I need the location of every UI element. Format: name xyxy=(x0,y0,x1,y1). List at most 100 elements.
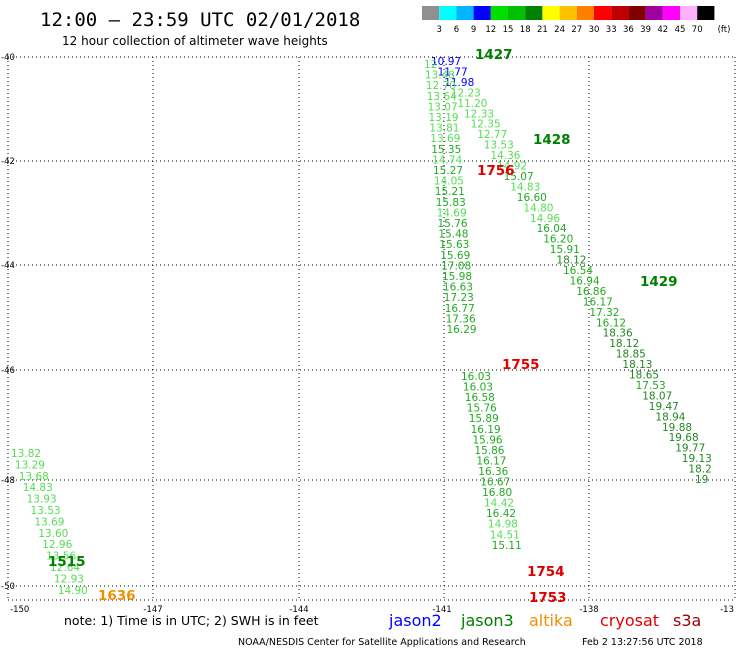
color-scale: 3 6 9 12 15 18 21 24 27 30 33 36 39 42 45 70 (ft) xyxy=(422,6,730,35)
latitude-label: -48 xyxy=(1,476,15,486)
wave-height-value: 14.92 xyxy=(497,161,527,173)
wave-height-value: 18.36 xyxy=(603,328,633,340)
wave-height-value: 15.86 xyxy=(474,445,504,457)
wave-height-value: 13.93 xyxy=(27,494,57,506)
wave-height-value: 16.54 xyxy=(563,265,593,277)
wave-height-value: 13.48 xyxy=(425,70,455,82)
wave-height-value: 15.35 xyxy=(431,144,461,156)
wave-height-value: 16.20 xyxy=(543,234,573,246)
axis-labels: -40 -42 -44 -46 -48 -50 -150 -147 -144 -141 -138 -1… xyxy=(1,53,734,615)
scale-tick-label: 12 xyxy=(485,25,496,35)
latitude-label: -40 xyxy=(1,53,15,63)
wave-height-value: 18.13 xyxy=(622,359,652,371)
scale-swatch xyxy=(559,6,577,20)
wave-height-value: 10.97 xyxy=(431,56,461,68)
wave-height-value: 19.68 xyxy=(669,432,699,444)
wave-height-value: 16.86 xyxy=(576,286,606,298)
scale-tick-label: 27 xyxy=(571,25,582,35)
scale-tick-label: 9 xyxy=(471,25,476,35)
wave-height-value: 12. xyxy=(424,59,441,71)
scale-tick-label: 70 xyxy=(692,25,703,35)
legend-jason3: jason3 xyxy=(460,611,514,630)
scale-swatch xyxy=(542,6,560,20)
wave-height-value: 17.36 xyxy=(446,313,476,325)
longitude-label: -147 xyxy=(143,605,162,615)
wave-height-value: 13.56 xyxy=(46,551,76,563)
wave-height-value: 12.70 xyxy=(426,80,456,92)
scale-swatch xyxy=(456,6,474,20)
legend-cryosat: cryosat xyxy=(600,611,659,630)
scale-tick-label: 45 xyxy=(675,25,686,35)
scale-swatch xyxy=(439,6,457,20)
wave-height-value: 13.68 xyxy=(19,471,49,483)
latitude-label: -46 xyxy=(1,366,15,376)
scale-swatch xyxy=(662,6,680,20)
longitude-label: -138 xyxy=(579,605,598,615)
pass-time-label: 1429 xyxy=(640,274,678,290)
scale-swatch xyxy=(490,6,508,20)
wave-height-value: 16.36 xyxy=(478,466,508,478)
wave-height-value: 18.07 xyxy=(642,390,672,402)
wave-height-value: 14.42 xyxy=(484,498,514,510)
scale-swatch xyxy=(576,6,594,20)
pass-time-label: 1427 xyxy=(475,47,513,63)
wave-height-value: 15.96 xyxy=(473,434,503,446)
wave-height-value: 14.05 xyxy=(434,176,464,188)
wave-height-value: 13.53 xyxy=(31,505,61,517)
wave-height-value: 15.76 xyxy=(467,403,497,415)
credit-line: NOAA/NESDIS Center for Satellite Applica… xyxy=(238,637,526,648)
wave-height-value: 17.23 xyxy=(444,292,474,304)
wave-height-value: 18.2 xyxy=(688,464,711,476)
legend-jason2: jason2 xyxy=(388,611,442,630)
wave-height-observations: 10.9711.7711.9812.2311.2012.3312.3512.77… xyxy=(11,56,712,597)
wave-height-value: 14.74 xyxy=(432,154,462,166)
pass-time-label: 1753 xyxy=(529,590,567,606)
wave-height-value: 12.35 xyxy=(471,119,501,131)
wave-height-value: 16.17 xyxy=(583,296,613,308)
wave-height-value: 11.77 xyxy=(438,67,468,79)
wave-height-value: 15.48 xyxy=(438,229,468,241)
scale-unit-label: (ft) xyxy=(718,25,731,35)
wave-height-value: 11.98 xyxy=(444,77,474,89)
wave-height-value: 14.51 xyxy=(490,529,520,541)
wave-height-value: 13.69 xyxy=(430,133,460,145)
wave-height-value: 16.03 xyxy=(463,382,493,394)
pass-time-label: 1428 xyxy=(533,132,571,148)
scale-swatch xyxy=(628,6,646,20)
wave-height-value: 16.94 xyxy=(570,275,600,287)
scale-tick-label: 33 xyxy=(606,25,617,35)
scale-swatch xyxy=(422,6,440,20)
wave-height-value: 12.23 xyxy=(451,87,481,99)
wave-height-value: 15.83 xyxy=(436,197,466,209)
scale-tick-label: 42 xyxy=(657,25,668,35)
wave-height-value: 17.32 xyxy=(589,307,619,319)
scale-swatch xyxy=(525,6,543,20)
map-title: 12:00 – 23:59 UTC 02/01/2018 xyxy=(40,9,360,31)
wave-height-value: 18.94 xyxy=(655,411,685,423)
wave-height-value: 15.21 xyxy=(435,186,465,198)
scale-tick-label: 36 xyxy=(623,25,634,35)
wave-height-value: 12.33 xyxy=(464,108,494,120)
pass-time-label: 1756 xyxy=(477,163,515,179)
wave-height-value: 15.76 xyxy=(438,218,468,230)
longitude-label: -150 xyxy=(10,605,29,615)
wave-height-value: 15.98 xyxy=(442,271,472,283)
wave-height-value: 19.88 xyxy=(662,422,692,434)
wave-height-value: 18.12 xyxy=(609,338,639,350)
wave-height-value: 16.60 xyxy=(517,192,547,204)
wave-height-value: 16.03 xyxy=(461,371,491,383)
wave-height-value: 14.69 xyxy=(437,207,467,219)
pass-time-label: 1754 xyxy=(527,564,565,580)
longitude-label: -13 xyxy=(720,605,734,615)
longitude-label: -144 xyxy=(289,605,308,615)
wave-height-value: 14.83 xyxy=(510,181,540,193)
pass-time-labels: 1427 1428 1429 1756 1755 1754 1753 1515 1636 xyxy=(48,47,678,606)
wave-height-value: 16.58 xyxy=(465,392,495,404)
wave-height-value: 14.90 xyxy=(58,585,88,597)
wave-height-value: 12.93 xyxy=(54,573,84,585)
wave-height-value: 12.64 xyxy=(50,562,80,574)
wave-height-value: 13.60 xyxy=(38,528,68,540)
wave-height-value: 14.80 xyxy=(523,202,553,214)
